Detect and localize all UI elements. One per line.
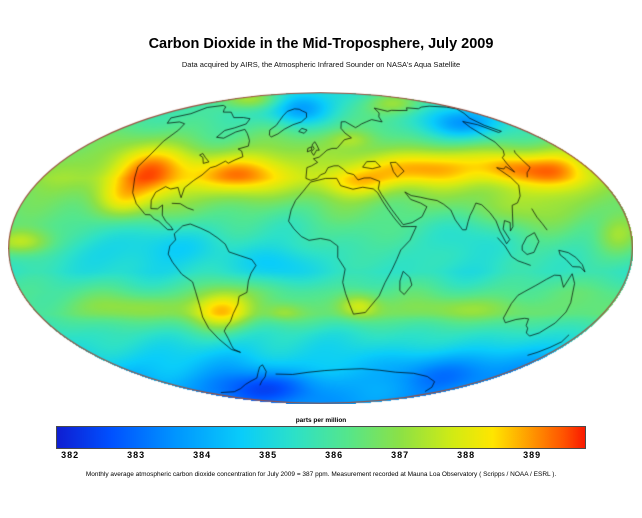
colorbar-gradient — [57, 427, 585, 448]
world-co2-heatmap — [8, 92, 633, 404]
colorbar-tick: 388 — [457, 450, 476, 460]
colorbar-tick: 384 — [193, 450, 212, 460]
colorbar-tick: 389 — [523, 450, 542, 460]
page-title: Carbon Dioxide in the Mid-Troposphere, J… — [148, 36, 494, 52]
colorbar-units-label: parts per million — [295, 417, 347, 424]
colorbar — [56, 426, 586, 449]
colorbar-tick: 385 — [259, 450, 278, 460]
colorbar-tick: 383 — [127, 450, 146, 460]
footer-caption: Monthly average atmospheric carbon dioxi… — [85, 471, 557, 478]
colorbar-tick: 386 — [325, 450, 344, 460]
colorbar-tick: 382 — [61, 450, 80, 460]
colorbar-tick: 387 — [391, 450, 410, 460]
page-subtitle: Data acquired by AIRS, the Atmospheric I… — [181, 60, 461, 69]
